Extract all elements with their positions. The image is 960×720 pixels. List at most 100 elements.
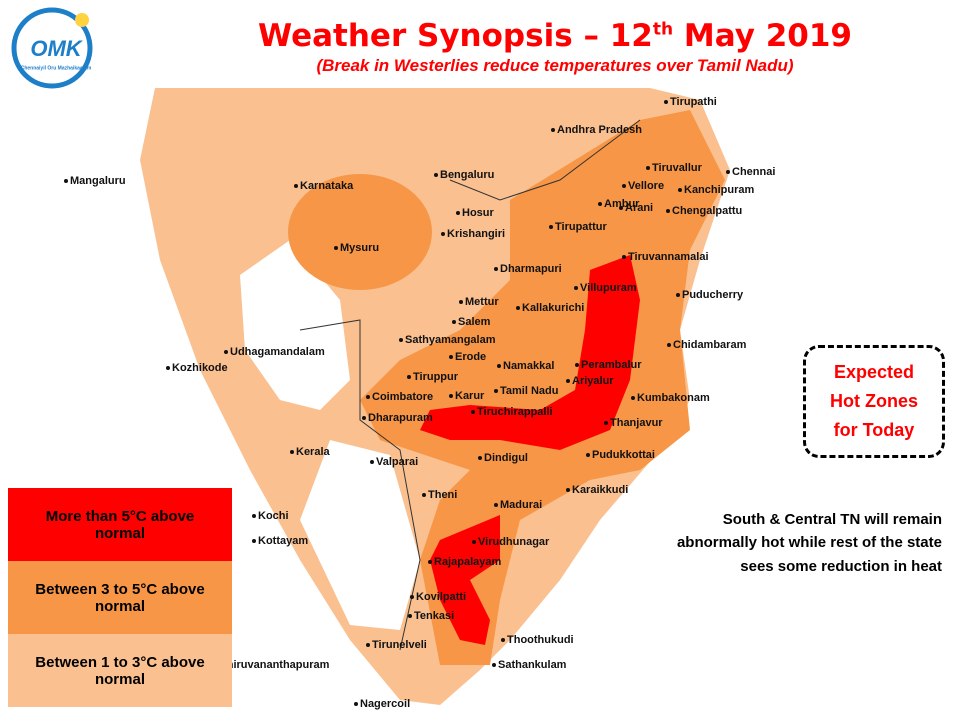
place-dot: [622, 184, 626, 188]
state-border: [449, 119, 641, 201]
place-label: Tiruvannamalai: [628, 251, 709, 263]
place-label: Tiruvallur: [652, 162, 703, 174]
place-dot: [574, 286, 578, 290]
place-dot: [471, 410, 475, 414]
place-dot: [407, 375, 411, 379]
place-dot: [622, 255, 626, 259]
place-dot: [549, 225, 553, 229]
place-dot: [366, 643, 370, 647]
place-dot: [494, 267, 498, 271]
place-dot: [449, 355, 453, 359]
place-label: Tirupattur: [555, 221, 607, 233]
place-dot: [619, 206, 623, 210]
place-dot: [428, 560, 432, 564]
place-dot: [252, 539, 256, 543]
place-label: Coimbatore: [372, 391, 433, 403]
place-dot: [492, 663, 496, 667]
place-label: Bengaluru: [440, 169, 494, 181]
place-label: Thiruvananthapuram: [220, 659, 330, 671]
place-label: Sathyamangalam: [405, 334, 496, 346]
place-label: Kottayam: [258, 535, 308, 547]
place-label: Kumbakonam: [637, 392, 710, 404]
place-dot: [575, 363, 579, 367]
place-dot: [294, 184, 298, 188]
place-label: Kozhikode: [172, 362, 228, 374]
place-label: Kochi: [258, 510, 289, 522]
place-dot: [678, 188, 682, 192]
place-label: Andhra Pradesh: [557, 124, 642, 136]
place-dot: [362, 416, 366, 420]
place-label: Rajapalayam: [434, 556, 501, 568]
state-border: [299, 319, 421, 651]
place-dot: [290, 450, 294, 454]
place-dot: [516, 306, 520, 310]
place-label: Virudhunagar: [478, 536, 550, 548]
logo-tagline: Chennaiyil Oru Mazhaikaalam: [21, 65, 92, 71]
region-none: [240, 240, 350, 410]
place-label: Ambur: [604, 198, 640, 210]
place-label: Tiruppur: [413, 371, 459, 383]
place-label: Chengalpattu: [672, 205, 742, 217]
place-label: Dharmapuri: [500, 263, 562, 275]
place-label: Villupuram: [580, 282, 637, 294]
place-dot: [422, 493, 426, 497]
place-label: Ariyalur: [572, 375, 614, 387]
place-dot: [586, 453, 590, 457]
place-dot: [449, 394, 453, 398]
region-hot: [420, 255, 640, 450]
title: Weather Synopsis – 12th May 2019: [258, 18, 852, 54]
place-label: Kallakurichi: [522, 302, 584, 314]
place-label: Madurai: [500, 499, 542, 511]
place-label: Tamil Nadu: [500, 385, 558, 397]
place-dot: [166, 366, 170, 370]
place-label: Pudukkottai: [592, 449, 655, 461]
place-dot: [452, 320, 456, 324]
place-dot: [666, 209, 670, 213]
place-dot: [334, 246, 338, 250]
place-label: Krishangiri: [447, 228, 505, 240]
place-dot: [366, 395, 370, 399]
subtitle: (Break in Westerlies reduce temperatures…: [316, 56, 794, 75]
place-label: Chidambaram: [673, 339, 747, 351]
place-label: Nagercoil: [360, 698, 410, 710]
place-label: Kovilpatti: [416, 591, 466, 603]
place-dot: [566, 488, 570, 492]
place-dot: [494, 503, 498, 507]
place-label: Salem: [458, 316, 491, 328]
place-dot: [726, 170, 730, 174]
logo-text: OMK: [30, 36, 83, 61]
place-label: Thanjavur: [610, 417, 663, 429]
place-label: Kerala: [296, 446, 331, 458]
place-dot: [472, 540, 476, 544]
place-dot: [604, 421, 608, 425]
place-label: Hosur: [462, 207, 495, 219]
place-label: Erode: [455, 351, 486, 363]
legend-entry: Between 3 to 5°C above normal: [8, 561, 232, 634]
region-hot: [430, 515, 500, 645]
region-moderate: [288, 174, 432, 290]
place-label: Theni: [428, 489, 457, 501]
place-label: Kanchipuram: [684, 184, 755, 196]
place-label: Dharapuram: [368, 412, 433, 424]
place-label: Sathankulam: [498, 659, 567, 671]
place-dot: [370, 460, 374, 464]
place-label: Dindigul: [484, 452, 528, 464]
place-dot: [667, 343, 671, 347]
region-moderate: [360, 110, 725, 665]
place-dot: [646, 166, 650, 170]
place-label: Mysuru: [340, 242, 379, 254]
place-dot: [598, 202, 602, 206]
place-dot: [456, 211, 460, 215]
place-label: Puducherry: [682, 289, 744, 301]
place-dot: [459, 300, 463, 304]
place-label: Tirunelveli: [372, 639, 427, 651]
place-dot: [501, 638, 505, 642]
place-label: Tiruchirappalli: [477, 406, 553, 418]
logo-sun: [75, 13, 89, 27]
place-dot: [551, 128, 555, 132]
place-label: Thoothukudi: [507, 634, 574, 646]
region-none: [300, 440, 420, 630]
place-dot: [664, 100, 668, 104]
place-dot: [494, 389, 498, 393]
